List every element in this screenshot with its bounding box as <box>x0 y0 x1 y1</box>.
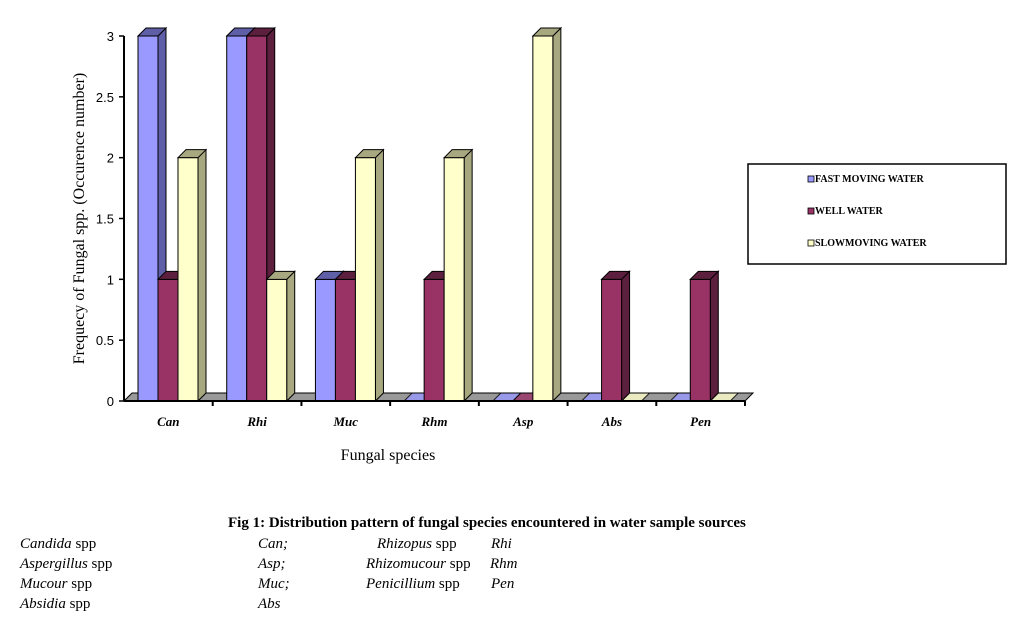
legend-label: WELL WATER <box>815 206 883 217</box>
bar-top <box>354 149 385 159</box>
x-tick-label: Muc <box>333 414 359 429</box>
key-absidia: Absidia spp <box>20 596 91 612</box>
y-tick-label: 2.5 <box>96 90 114 105</box>
bar-front <box>443 157 465 402</box>
bar-Pen-1 <box>689 270 720 403</box>
legend-swatch <box>807 207 815 215</box>
legend-label: FAST MOVING WATER <box>815 174 924 185</box>
key-aspergillus: Aspergillus spp <box>20 556 113 572</box>
bar-top <box>245 27 276 37</box>
bar-front <box>266 278 288 402</box>
bar-top <box>600 270 631 280</box>
key-aspergillus-abbr: Asp; <box>258 556 286 572</box>
x-tick-label: Can <box>157 414 179 429</box>
bar-front <box>689 278 711 402</box>
key-penicillium-abbr: Pen <box>491 576 515 592</box>
bar-top <box>176 149 208 159</box>
key-rhizopus-abbr: Rhi <box>491 536 512 552</box>
key-rhizomucour: Rhizomucour spp <box>366 556 471 572</box>
legend-swatch <box>807 175 815 183</box>
bar-top <box>531 27 563 37</box>
bar-Muc-2 <box>354 148 385 403</box>
bar-front <box>532 35 554 402</box>
key-mucour: Mucour spp <box>20 576 93 592</box>
x-axis-label: Fungal species <box>341 447 436 464</box>
x-tick-label: Pen <box>690 414 711 429</box>
bar-Abs-1 <box>600 270 631 403</box>
y-tick-label: 0.5 <box>96 333 114 348</box>
y-axis-label: Frequecy of Fungal spp. (Occurence numbe… <box>71 73 88 364</box>
bar-side <box>709 270 719 403</box>
bar-front <box>601 278 623 402</box>
bar-top <box>265 270 296 280</box>
bar-Rhm-2 <box>442 148 474 403</box>
bar-Can-2 <box>176 148 208 403</box>
key-penicillium: Penicillium spp <box>366 576 460 592</box>
bar-Asp-2 <box>531 26 563 403</box>
bar-front <box>137 35 159 402</box>
bar-side <box>286 270 296 403</box>
x-tick-label: Asp <box>512 414 534 429</box>
bar-side <box>374 148 384 403</box>
x-tick-label: Rhi <box>246 414 267 429</box>
legend-label: SLOWMOVING WATER <box>815 238 927 249</box>
bar-side <box>552 26 562 403</box>
y-tick-label: 1 <box>107 272 114 287</box>
key-candida-abbr: Can; <box>258 536 288 552</box>
key-rhizopus: Rhizopus spp <box>377 536 457 552</box>
bar-Rhi-2 <box>265 270 296 403</box>
x-tick-label: Rhm <box>420 414 447 429</box>
bar-side <box>621 270 631 403</box>
bar-front <box>157 278 179 402</box>
key-absidia-abbr: Abs <box>258 596 281 612</box>
bar-side <box>463 148 473 403</box>
y-tick-label: 0 <box>107 394 114 409</box>
bar-top <box>136 27 168 37</box>
bar-front <box>177 157 199 402</box>
y-tick-label: 3 <box>107 29 114 44</box>
y-tick-label: 1.5 <box>96 212 114 227</box>
bar-side <box>197 148 207 403</box>
bar-top <box>689 270 720 280</box>
figure-caption: Fig 1: Distribution pattern of fungal sp… <box>228 515 746 531</box>
legend-swatch <box>807 239 815 247</box>
bar-front <box>334 278 356 402</box>
bar-front <box>226 35 248 402</box>
y-tick-label: 2 <box>107 151 114 166</box>
x-tick-label: Abs <box>601 414 622 429</box>
bar-top <box>442 149 474 159</box>
bar-front <box>423 278 445 402</box>
bar-front <box>354 157 376 402</box>
legend: FAST MOVING WATER WELL WATER SLOWMOVING WA… <box>747 163 1007 265</box>
bar-front <box>314 278 336 402</box>
key-rhizomucour-abbr: Rhm <box>490 556 518 572</box>
key-mucour-abbr: Muc; <box>258 576 290 592</box>
key-candida: Candida spp <box>20 536 97 552</box>
bar-chart: Can Rhi Muc Rhm Asp Abs Pen 0 0.5 1 1.5 2 2.5 3 Freque… <box>71 26 1007 464</box>
bar-front <box>246 35 268 402</box>
legend-box <box>747 163 1007 265</box>
